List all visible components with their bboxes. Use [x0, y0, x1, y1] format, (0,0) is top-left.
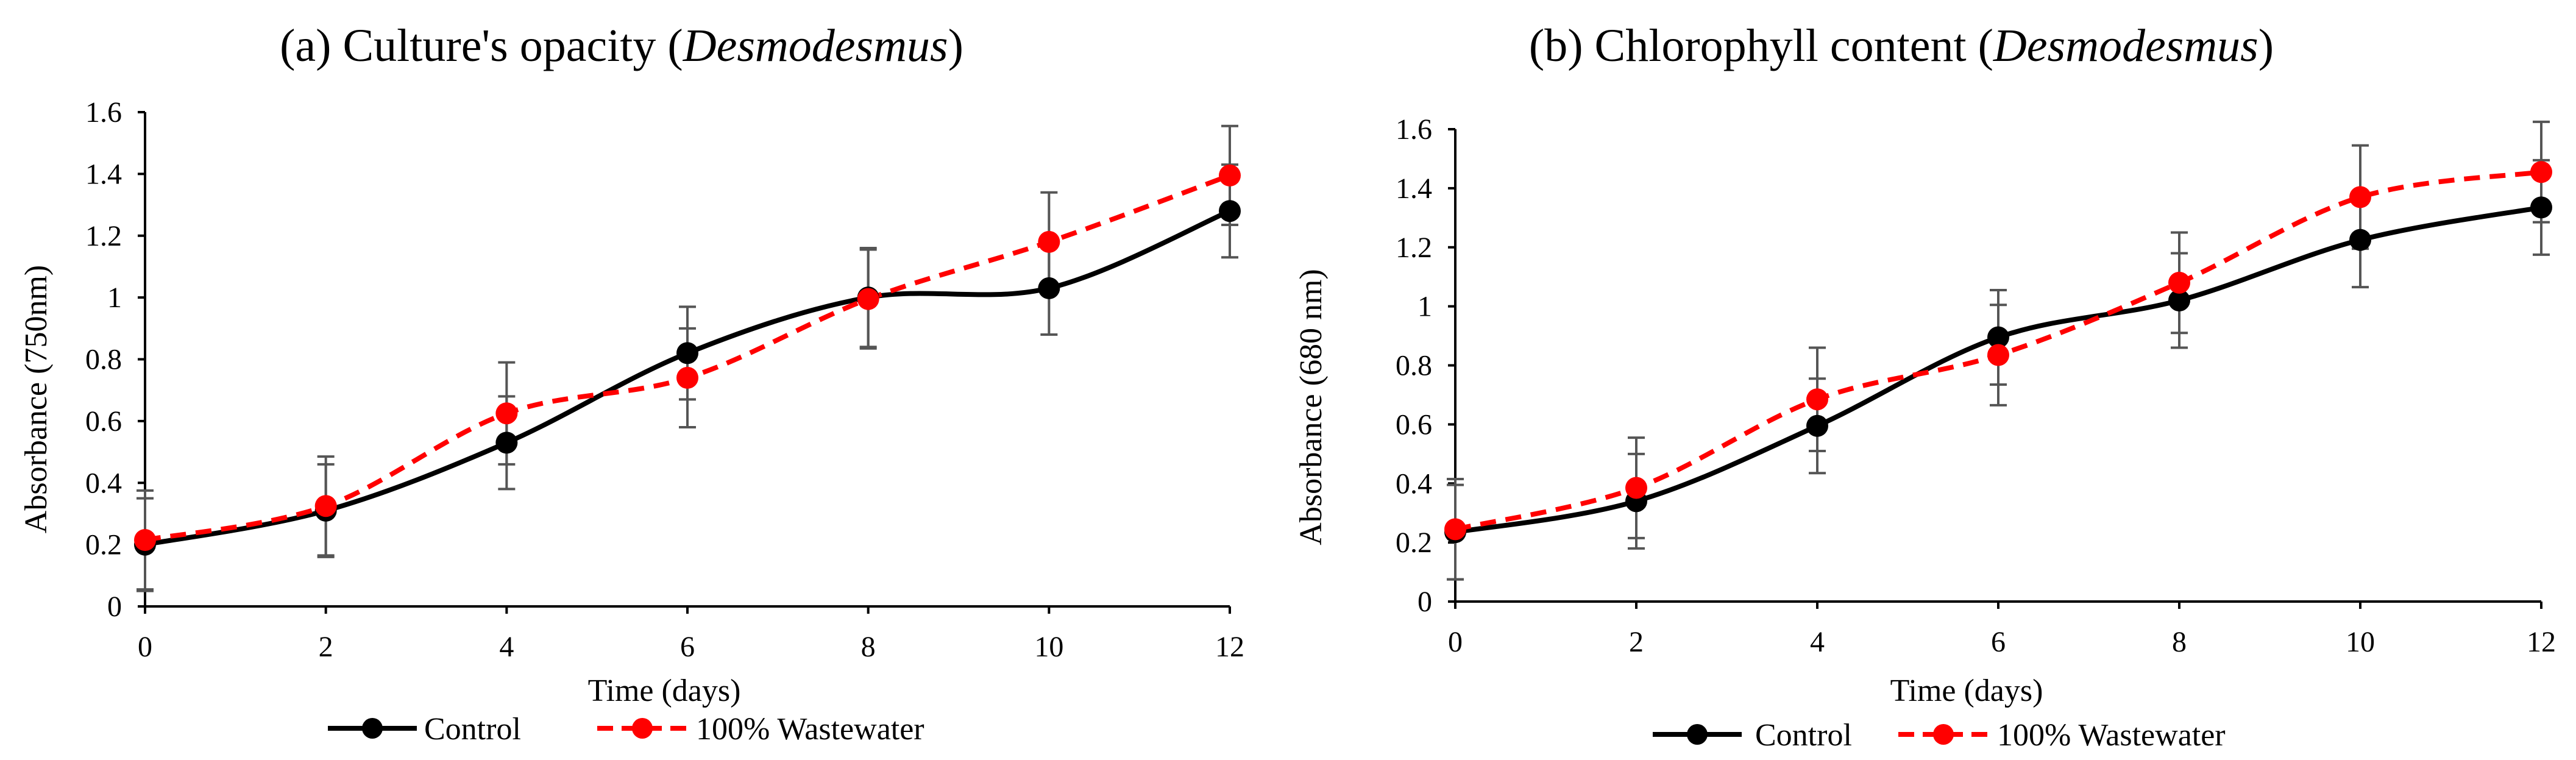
chart-a-wastewater-point — [857, 288, 879, 310]
chart-b-control-point — [2168, 289, 2190, 311]
chart-b-wastewater-point — [2349, 186, 2371, 208]
chart-b-legend-wastewater-marker — [1933, 724, 1954, 745]
chart-b-title: (b) Chlorophyll content (Desmodesmus) — [1529, 20, 2274, 71]
chart-a-x-tick-label: 2 — [319, 631, 333, 663]
chart-a-x-tick-label: 12 — [1215, 631, 1244, 663]
chart-b-x-tick-label: 8 — [2172, 626, 2187, 658]
chart-a-x-tick-label: 8 — [861, 631, 876, 663]
chart-a-x-tick-label: 0 — [138, 631, 152, 663]
chart-b-y-tick-label: 0.6 — [1396, 408, 1432, 441]
chart-a-x-tick-label: 10 — [1034, 631, 1063, 663]
chart-a-x-tick-label: 4 — [499, 631, 514, 663]
chart-b-legend-control-label: Control — [1755, 718, 1852, 753]
chart-b-chlorophyll-content: (b) Chlorophyll content (Desmodesmus) 00… — [1294, 20, 2556, 753]
chart-b-legend-wastewater-label: 100% Wastewater — [1997, 718, 2226, 753]
chart-b-y-tick-label: 0.2 — [1396, 527, 1432, 559]
chart-b-control-point — [2530, 196, 2552, 219]
chart-b-x-axis-label: Time (days) — [1890, 673, 2043, 708]
chart-a-control-point — [1219, 200, 1241, 222]
chart-b-wastewater-point — [2168, 271, 2190, 294]
chart-a-y-tick-label: 0 — [107, 591, 122, 623]
chart-a-plot-area: 0 0.2 0.4 0.6 0.8 1 1.2 1.4 1.6 0 2 4 6 8 10 12 — [85, 96, 1244, 663]
chart-b-legend-control: Control — [1653, 718, 1852, 753]
chart-a-y-axis-label: Absorbance (750nm) — [19, 265, 54, 533]
chart-b-y-tick-label: 1 — [1418, 291, 1432, 323]
chart-b-wastewater-point — [1625, 477, 1647, 499]
chart-b-control-point — [1987, 326, 2009, 349]
chart-a-legend-wastewater-marker — [632, 718, 653, 739]
chart-b-y-tick-label: 1.4 — [1396, 172, 1432, 205]
chart-a-control-point — [495, 431, 518, 454]
chart-a-legend-control-label: Control — [424, 712, 521, 747]
chart-a-y-tick-label: 1.4 — [85, 158, 122, 190]
chart-a-y-tick-label: 1.2 — [85, 220, 122, 252]
chart-a-wastewater-point — [314, 495, 337, 517]
chart-b-plot-area: 0 0.2 0.4 0.6 0.8 1 1.2 1.4 1.6 0 2 4 6 8 10 12 — [1396, 113, 2556, 658]
chart-b-wastewater-point — [1444, 518, 1466, 541]
chart-a-x-tick-label: 6 — [680, 631, 695, 663]
chart-b-title-species: Desmodesmus — [1993, 20, 2258, 71]
chart-b-x-tick-label: 2 — [1629, 626, 1644, 658]
chart-b-control-point — [2349, 229, 2371, 251]
chart-b-legend-control-marker — [1687, 724, 1708, 745]
chart-a-y-tick-label: 1 — [107, 282, 122, 314]
chart-a-wastewater-point — [1219, 164, 1241, 186]
chart-a-legend-wastewater-label: 100% Wastewater — [696, 712, 924, 747]
chart-a-culture-opacity: (a) Culture's opacity (Desmodesmus) 0 0.2… — [19, 20, 1244, 747]
chart-b-y-tick-label: 0.4 — [1396, 467, 1432, 500]
chart-b-x-tick-label: 0 — [1448, 626, 1463, 658]
chart-a-title-species: Desmodesmus — [683, 20, 948, 71]
chart-a-wastewater-point — [495, 402, 518, 425]
chart-b-x-tick-label: 12 — [2527, 626, 2556, 658]
chart-a-y-tick-label: 0.6 — [85, 405, 122, 438]
chart-a-legend-control-marker — [362, 718, 383, 739]
chart-a-control-point — [1038, 277, 1060, 299]
chart-b-x-tick-label: 4 — [1810, 626, 1825, 658]
chart-a-y-tick-label: 1.6 — [85, 96, 122, 129]
chart-a-legend: Control 100% Wastewater — [328, 712, 924, 747]
chart-b-legend-wastewater: 100% Wastewater — [1898, 718, 2226, 753]
chart-b-control-point — [1806, 414, 1828, 437]
chart-a-wastewater-point — [1038, 230, 1060, 253]
chart-a-wastewater-point — [134, 529, 156, 552]
chart-b-x-tick-label: 10 — [2346, 626, 2375, 658]
chart-b-y-tick-label: 0.8 — [1396, 350, 1432, 382]
chart-a-legend-wastewater: 100% Wastewater — [597, 712, 924, 747]
chart-b-wastewater-point — [2530, 161, 2552, 183]
chart-a-y-tick-label: 0.2 — [85, 529, 122, 561]
chart-a-legend-control: Control — [328, 712, 521, 747]
chart-b-y-axis-label: Absorbance (680 nm) — [1294, 269, 1329, 545]
chart-b-wastewater-point — [1987, 344, 2009, 366]
chart-a-wastewater-point — [676, 366, 698, 389]
chart-b-y-tick-label: 1.6 — [1396, 113, 1432, 146]
chart-a-y-tick-label: 0.4 — [85, 467, 122, 499]
chart-a-title: (a) Culture's opacity (Desmodesmus) — [280, 20, 963, 71]
chart-a-y-tick-label: 0.8 — [85, 344, 122, 376]
chart-b-y-tick-label: 1.2 — [1396, 232, 1432, 264]
chart-b-wastewater-point — [1806, 388, 1828, 411]
chart-b-legend: Control 100% Wastewater — [1653, 718, 2226, 753]
chart-b-y-tick-label: 0 — [1418, 586, 1432, 618]
chart-b-x-tick-label: 6 — [1991, 626, 2006, 658]
chart-a-x-axis-label: Time (days) — [588, 673, 741, 708]
chart-a-control-point — [676, 342, 698, 364]
